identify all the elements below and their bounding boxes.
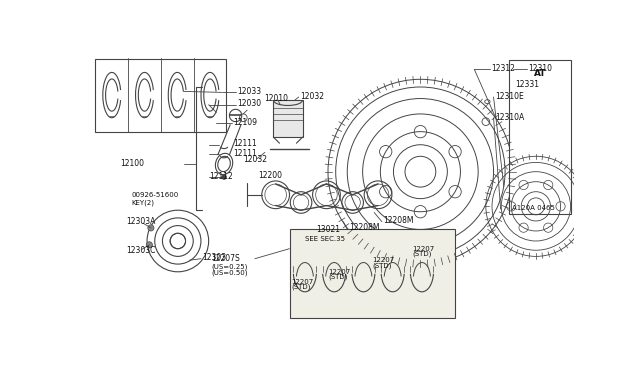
Circle shape xyxy=(221,175,227,179)
Text: 12032: 12032 xyxy=(300,92,324,101)
Text: 00926-51600: 00926-51600 xyxy=(132,192,179,198)
Text: 12208M: 12208M xyxy=(383,216,414,225)
Text: 12033: 12033 xyxy=(237,87,261,96)
Text: 12303A: 12303A xyxy=(126,217,156,226)
Text: 12207: 12207 xyxy=(291,279,314,285)
Text: (STD): (STD) xyxy=(413,251,432,257)
Text: (US=0.25): (US=0.25) xyxy=(211,263,247,270)
Text: (US=0.50): (US=0.50) xyxy=(211,269,248,276)
Circle shape xyxy=(148,225,154,231)
Bar xyxy=(289,230,455,318)
Bar xyxy=(95,58,227,132)
Text: 12310E: 12310E xyxy=(495,92,524,101)
Text: 12200: 12200 xyxy=(259,171,283,180)
Text: SEE SEC.35: SEE SEC.35 xyxy=(305,236,345,242)
Text: 12303C: 12303C xyxy=(126,246,156,255)
Text: 12111: 12111 xyxy=(234,149,257,158)
Text: 12109: 12109 xyxy=(234,118,257,127)
Text: (STD): (STD) xyxy=(372,262,392,269)
Text: 12030: 12030 xyxy=(237,99,261,108)
Bar xyxy=(509,60,570,214)
Text: 12312: 12312 xyxy=(492,64,515,73)
Text: 12112: 12112 xyxy=(209,172,234,181)
Text: 12207S: 12207S xyxy=(211,254,240,263)
Circle shape xyxy=(147,242,152,248)
Text: 12303: 12303 xyxy=(202,253,227,262)
Text: 13021: 13021 xyxy=(316,225,340,234)
Text: KEY(2): KEY(2) xyxy=(132,199,155,206)
Text: 12207: 12207 xyxy=(328,269,350,275)
Text: 12207: 12207 xyxy=(413,246,435,252)
Text: (STD): (STD) xyxy=(328,274,348,280)
Text: 12111: 12111 xyxy=(234,140,257,148)
Text: 12032: 12032 xyxy=(243,155,268,164)
Text: 12310: 12310 xyxy=(528,64,552,73)
Text: AT: AT xyxy=(534,70,546,78)
Text: (STD): (STD) xyxy=(291,284,310,291)
Text: 12208M: 12208M xyxy=(349,224,380,232)
Bar xyxy=(273,100,303,137)
Text: A120A 0465: A120A 0465 xyxy=(512,205,555,211)
Text: 12331: 12331 xyxy=(515,80,539,89)
Text: 12207: 12207 xyxy=(372,257,395,263)
Text: 12310A: 12310A xyxy=(495,112,524,122)
Text: 12100: 12100 xyxy=(120,159,144,168)
Text: 12010: 12010 xyxy=(264,94,288,103)
